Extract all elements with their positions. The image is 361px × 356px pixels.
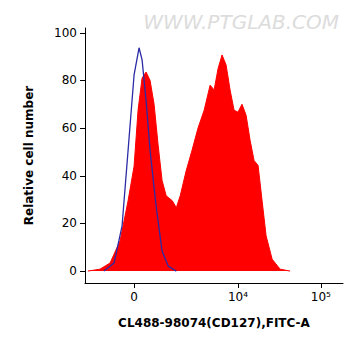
svg-text:10⁴: 10⁴ [228, 290, 248, 304]
svg-text:20: 20 [62, 216, 77, 230]
svg-text:0: 0 [69, 264, 77, 278]
svg-text:60: 60 [62, 121, 77, 135]
svg-text:100: 100 [54, 26, 77, 40]
svg-text:Relative cell number: Relative cell number [22, 86, 36, 226]
svg-text:WWW.PTGLAB.COM: WWW.PTGLAB.COM [143, 10, 339, 34]
svg-text:10⁵: 10⁵ [311, 290, 331, 304]
svg-text:80: 80 [62, 73, 77, 87]
svg-text:0: 0 [130, 290, 138, 304]
svg-text:CL488-98074(CD127),FITC-A: CL488-98074(CD127),FITC-A [118, 316, 310, 330]
svg-text:40: 40 [62, 169, 77, 183]
